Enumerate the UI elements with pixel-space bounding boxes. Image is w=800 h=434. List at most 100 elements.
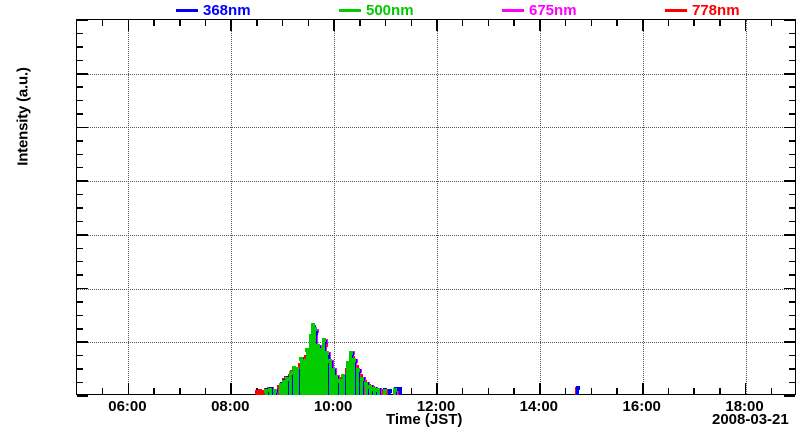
data-point-marker <box>384 389 389 394</box>
data-point <box>334 376 338 395</box>
y-axis-tick-minor <box>789 220 795 223</box>
data-point-marker <box>575 386 580 391</box>
y-axis-tick-minor <box>789 328 795 330</box>
data-point-marker <box>387 389 392 394</box>
data-point-marker <box>341 373 346 378</box>
vertical-gridline <box>231 20 233 394</box>
data-point-marker <box>372 387 377 392</box>
x-axis-tick-minor <box>564 388 567 394</box>
horizontal-gridline <box>77 234 795 236</box>
vertical-gridline <box>539 20 541 394</box>
y-axis-tick-major <box>77 395 88 397</box>
data-point-marker <box>281 379 286 384</box>
x-axis-tick-minor <box>487 388 490 394</box>
legend-line-icon <box>665 8 687 12</box>
x-axis-tick-minor <box>462 20 464 26</box>
y-axis-tick-minor <box>789 46 795 48</box>
x-axis-tick-minor <box>153 388 155 394</box>
data-point <box>372 389 376 395</box>
data-point-marker <box>355 368 360 373</box>
y-axis-tick-minor <box>77 153 83 155</box>
x-axis-tick-minor <box>102 20 104 26</box>
y-axis-tick-minor <box>77 220 83 223</box>
legend-entry-500nm: 500nm <box>339 0 414 20</box>
y-axis-tick-minor <box>77 167 83 169</box>
y-axis-tick-minor <box>77 32 83 35</box>
legend-entry-675nm: 675nm <box>502 0 577 20</box>
x-axis-tick-minor <box>153 20 155 26</box>
y-axis-tick-minor <box>77 86 83 88</box>
y-axis-tick-major <box>77 287 88 290</box>
legend-label: 368nm <box>203 1 251 19</box>
y-axis-tick-major <box>77 19 88 21</box>
data-point-marker <box>345 361 350 366</box>
x-tick-label: 18:00 <box>725 398 764 415</box>
y-axis-tick-major <box>77 234 88 236</box>
data-point <box>299 359 303 395</box>
y-axis-tick-major <box>784 341 795 344</box>
x-axis-tick-minor <box>204 20 207 26</box>
data-series-500nm <box>76 19 796 395</box>
y-axis-tick-minor <box>77 247 83 249</box>
horizontal-gridline <box>77 127 795 129</box>
y-axis-tick-major <box>784 180 795 182</box>
x-axis-tick-major <box>127 383 130 394</box>
x-axis-tick-minor <box>590 20 592 26</box>
y-axis-tick-minor <box>789 274 795 276</box>
x-axis-tick-minor <box>359 20 361 26</box>
y-axis-tick-minor <box>77 274 83 276</box>
data-point <box>316 346 320 395</box>
data-point-marker <box>382 388 387 393</box>
y-axis-tick-minor <box>789 99 795 102</box>
vertical-gridline <box>334 20 336 394</box>
x-axis-tick-minor <box>693 20 695 26</box>
data-point <box>349 352 353 395</box>
x-axis-tick-major <box>230 20 233 31</box>
data-point-marker <box>348 350 353 355</box>
data-point-marker <box>376 388 381 393</box>
data-point <box>352 360 356 395</box>
data-point-marker <box>261 389 266 394</box>
data-point-marker <box>310 322 315 327</box>
x-axis-tick-major <box>333 20 335 31</box>
y-axis-tick-minor <box>77 207 83 209</box>
x-tick-label: 16:00 <box>622 398 661 415</box>
y-axis-tick-minor <box>77 113 83 115</box>
y-axis-tick-minor <box>789 113 795 115</box>
legend-entry-778nm: 778nm <box>665 0 740 20</box>
data-point-marker <box>284 376 289 381</box>
data-point-marker <box>255 389 260 394</box>
x-axis-tick-minor <box>282 20 284 26</box>
x-axis-tick-minor <box>410 20 412 26</box>
y-axis-tick-major <box>784 287 795 290</box>
x-tick-label: 06:00 <box>108 398 147 415</box>
data-point-marker <box>276 384 281 389</box>
data-point-marker <box>318 347 323 352</box>
data-point-marker <box>295 367 300 372</box>
y-axis-tick-minor <box>789 368 795 370</box>
vertical-gridline <box>128 20 130 394</box>
data-point-marker <box>268 387 273 392</box>
x-axis-tick-minor <box>719 388 721 394</box>
legend-label: 778nm <box>692 1 740 19</box>
data-point <box>364 383 368 395</box>
date-annotation: 2008-03-21 <box>712 411 789 428</box>
y-axis-tick-minor <box>789 301 795 303</box>
vertical-gridline <box>745 20 747 394</box>
data-point <box>292 368 296 395</box>
y-axis-tick-minor <box>789 153 795 155</box>
data-point-marker <box>351 358 356 363</box>
y-axis-tick-minor <box>789 32 795 35</box>
data-point <box>383 390 387 395</box>
x-axis-tick-minor <box>513 20 515 26</box>
data-point <box>268 389 272 395</box>
vertical-gridline <box>437 20 438 394</box>
data-point-marker <box>364 381 369 386</box>
x-axis-tick-minor <box>693 388 695 394</box>
y-axis-tick-minor <box>789 381 795 384</box>
y-axis-tick-major <box>784 126 795 129</box>
data-point <box>325 352 329 395</box>
data-point <box>398 389 402 395</box>
data-point-marker <box>324 350 329 355</box>
